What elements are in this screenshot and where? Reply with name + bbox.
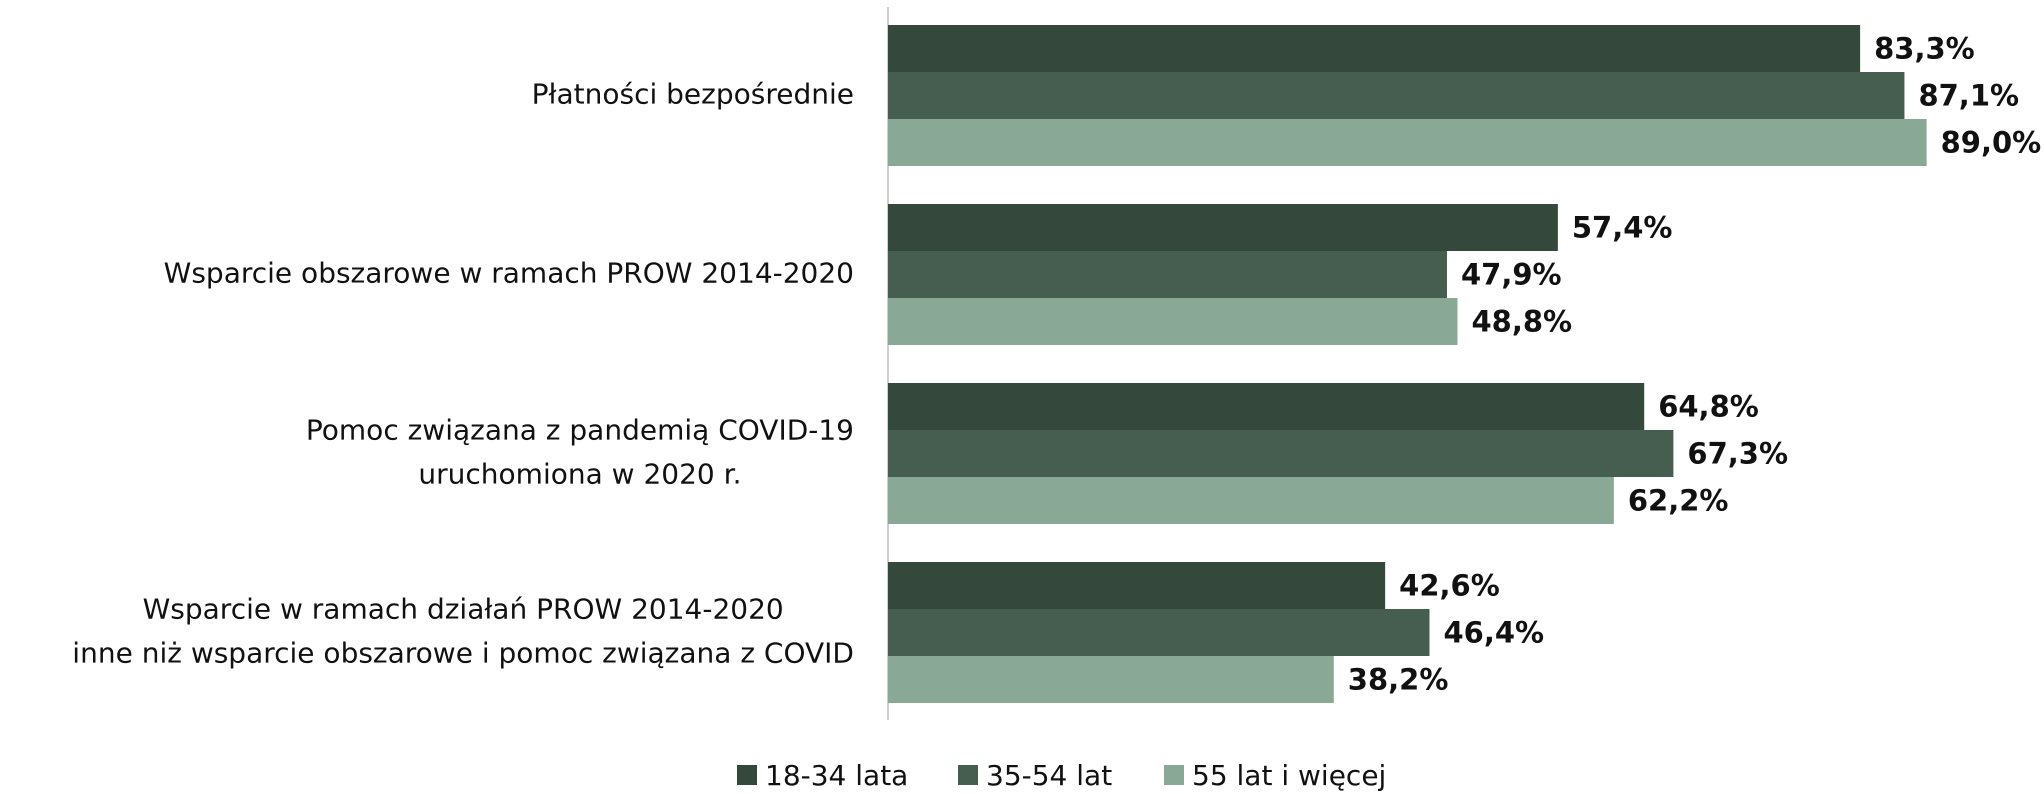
value-label: 57,4% <box>1572 211 1673 245</box>
category-label: Płatności bezpośrednie <box>532 78 854 111</box>
bar <box>888 298 1458 345</box>
value-label: 46,4% <box>1443 616 1544 650</box>
value-label: 64,8% <box>1658 390 1759 424</box>
bar <box>888 477 1614 524</box>
value-label: 48,8% <box>1471 305 1572 339</box>
bar <box>888 119 1927 166</box>
bar <box>888 562 1386 609</box>
bar <box>888 251 1447 298</box>
bar <box>888 25 1861 72</box>
value-label: 42,6% <box>1399 569 1500 603</box>
bar <box>888 656 1334 703</box>
value-label: 47,9% <box>1461 258 1562 292</box>
legend-label: 35-54 lat <box>986 759 1112 792</box>
value-label: 38,2% <box>1348 663 1449 697</box>
category-label: Wsparcie obszarowe w ramach PROW 2014-20… <box>164 257 854 290</box>
value-label: 87,1% <box>1918 79 2019 113</box>
bar <box>888 609 1430 656</box>
bar <box>888 72 1905 119</box>
bar <box>888 204 1558 251</box>
value-label: 62,2% <box>1628 484 1729 518</box>
legend-swatch <box>958 765 978 785</box>
legend-swatch <box>1164 765 1184 785</box>
category-label: Wsparcie w ramach działań PROW 2014-2020 <box>143 593 784 626</box>
value-label: 67,3% <box>1687 437 1788 471</box>
value-label: 83,3% <box>1874 32 1975 66</box>
legend-label: 18-34 lata <box>765 759 908 792</box>
category-label: inne niż wsparcie obszarowe i pomoc zwią… <box>72 637 854 670</box>
bar <box>888 383 1645 430</box>
category-label: uruchomiona w 2020 r. <box>418 458 741 491</box>
legend-swatch <box>737 765 757 785</box>
value-label: 89,0% <box>1941 126 2042 160</box>
legend-label: 55 lat i więcej <box>1192 759 1386 792</box>
bar <box>888 430 1674 477</box>
category-label: Pomoc związana z pandemią COVID-19 <box>306 414 854 447</box>
